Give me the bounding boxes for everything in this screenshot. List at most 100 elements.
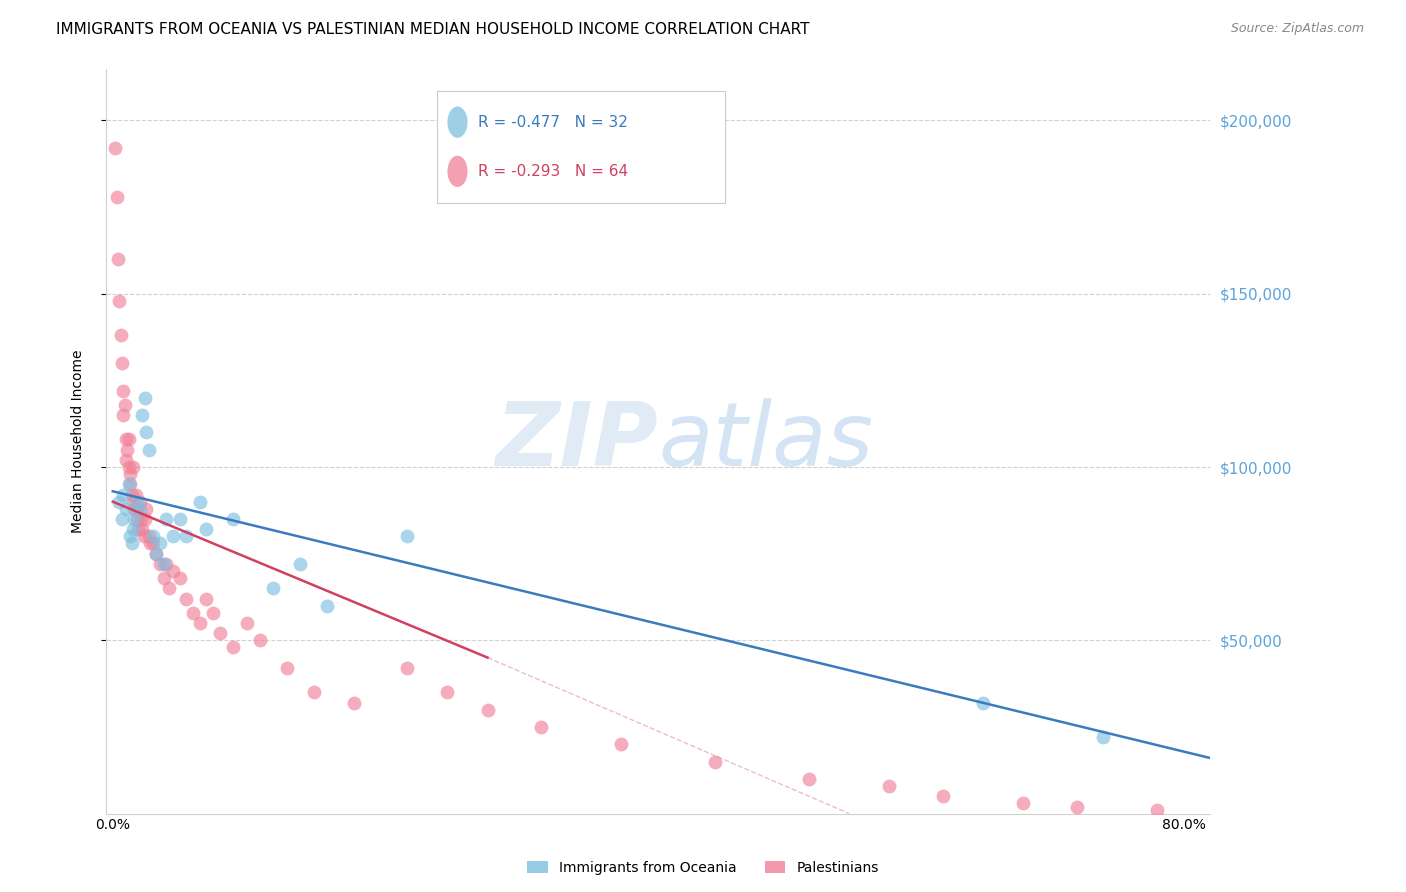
Point (131, 522, 153, 536)
Point (145, 547, 167, 561)
Text: ZIP: ZIP (495, 398, 658, 484)
Point (972, 696, 994, 710)
Point (157, 582, 180, 596)
Point (704, 755, 727, 769)
Point (176, 529, 198, 543)
Point (181, 606, 204, 620)
Point (122, 512, 145, 526)
Point (169, 571, 191, 585)
Point (114, 398, 136, 412)
Point (112, 408, 135, 422)
Point (134, 512, 156, 526)
Point (530, 720, 553, 734)
Point (139, 536, 162, 550)
Point (121, 488, 143, 502)
Point (1146, 803, 1168, 817)
Point (127, 522, 149, 536)
Point (111, 356, 134, 370)
Point (276, 661, 298, 675)
Point (932, 789, 955, 804)
Point (262, 582, 284, 596)
Point (343, 696, 366, 710)
Point (149, 557, 172, 571)
Point (105, 190, 128, 204)
Point (129, 512, 152, 526)
Point (1092, 731, 1115, 745)
Point (155, 512, 177, 526)
Point (118, 460, 141, 475)
Point (436, 685, 458, 699)
Point (152, 571, 174, 585)
Point (477, 702, 499, 716)
Point (108, 293, 131, 308)
Point (131, 408, 153, 422)
Text: Source: ZipAtlas.com: Source: ZipAtlas.com (1230, 22, 1364, 36)
Text: atlas: atlas (658, 398, 873, 484)
Point (112, 488, 135, 502)
Point (128, 494, 150, 508)
Point (202, 606, 225, 620)
Point (134, 391, 156, 405)
Point (104, 141, 127, 155)
Point (115, 432, 138, 446)
Point (142, 529, 165, 543)
Point (118, 477, 141, 491)
Text: IMMIGRANTS FROM OCEANIA VS PALESTINIAN MEDIAN HOUSEHOLD INCOME CORRELATION CHART: IMMIGRANTS FROM OCEANIA VS PALESTINIAN M… (56, 22, 810, 37)
Point (112, 384, 135, 398)
Point (208, 626, 231, 640)
Point (155, 557, 177, 571)
Point (120, 529, 142, 543)
Point (222, 512, 245, 526)
Point (120, 477, 142, 491)
Point (132, 529, 155, 543)
Point (121, 536, 143, 550)
Point (107, 252, 129, 266)
Point (610, 737, 633, 751)
Point (1012, 796, 1035, 810)
Point (396, 661, 419, 675)
Point (124, 488, 146, 502)
Point (222, 640, 245, 655)
Point (195, 522, 218, 536)
Point (302, 685, 325, 699)
Point (135, 501, 157, 516)
Point (111, 512, 134, 526)
Point (145, 547, 167, 561)
Point (138, 529, 160, 543)
Point (149, 536, 172, 550)
Point (290, 557, 312, 571)
Point (188, 615, 211, 630)
Point (121, 494, 143, 508)
Point (108, 494, 131, 508)
Point (117, 442, 139, 457)
Point (122, 501, 145, 516)
Point (125, 501, 148, 516)
Point (169, 512, 191, 526)
Point (396, 529, 419, 543)
Point (125, 512, 148, 526)
Point (152, 557, 174, 571)
Point (1066, 799, 1088, 814)
Point (249, 633, 271, 648)
Point (195, 591, 218, 606)
Point (120, 467, 142, 481)
Point (797, 772, 820, 786)
Point (138, 442, 160, 457)
Point (115, 453, 138, 467)
Point (125, 494, 148, 508)
Point (135, 425, 157, 440)
Point (162, 564, 184, 578)
Point (176, 591, 198, 606)
Point (877, 779, 900, 793)
Point (188, 494, 211, 508)
Point (121, 460, 143, 475)
Point (235, 615, 257, 630)
Point (316, 599, 339, 613)
Point (110, 328, 132, 343)
Y-axis label: Median Household Income: Median Household Income (72, 350, 86, 533)
Point (142, 536, 165, 550)
Point (118, 432, 141, 446)
Legend: Immigrants from Oceania, Palestinians: Immigrants from Oceania, Palestinians (522, 855, 884, 880)
Point (121, 522, 143, 536)
Point (115, 501, 138, 516)
